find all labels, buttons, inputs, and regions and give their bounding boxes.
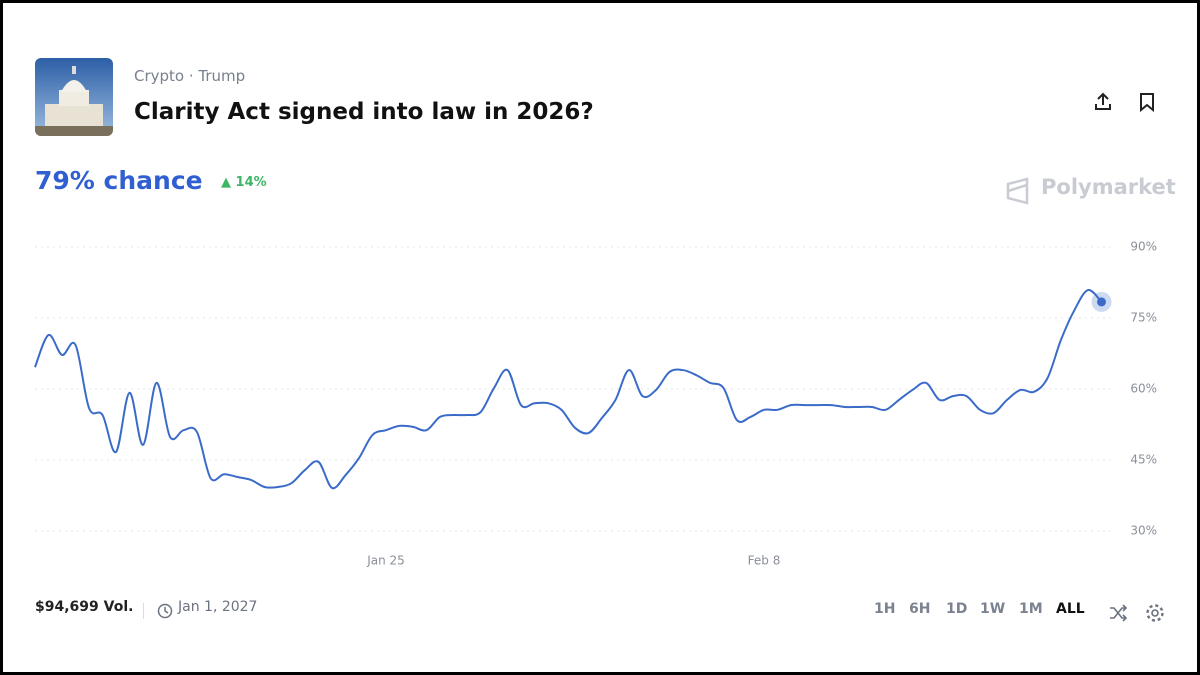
change-value: 14%: [235, 175, 267, 190]
last-point: [1097, 297, 1106, 307]
y-tick-label: 30%: [1130, 524, 1157, 538]
brand-logo: [1006, 177, 1029, 205]
capitol-picture: [35, 58, 113, 136]
price-line: [34, 289, 1103, 490]
range-button[interactable]: 1W: [980, 601, 1006, 617]
tag[interactable]: Trump: [198, 67, 246, 85]
change: ▲ 14%: [221, 175, 267, 190]
brand: Polymarket: [1041, 175, 1176, 199]
x-tick-label: Jan 25: [366, 554, 405, 568]
share-icon[interactable]: [1091, 90, 1115, 114]
clock-icon: [157, 603, 173, 619]
divider: [143, 603, 144, 619]
x-tick-label: Feb 8: [748, 554, 781, 568]
shuffle-icon[interactable]: [1107, 602, 1129, 624]
market-title: Clarity Act signed into law in 2026?: [134, 99, 594, 125]
tags: Crypto · Trump: [134, 67, 246, 85]
range-button[interactable]: 6H: [909, 601, 931, 617]
chance: 79% chance: [35, 166, 203, 195]
y-tick-label: 60%: [1130, 382, 1157, 396]
y-tick-label: 90%: [1130, 240, 1157, 254]
settings-icon[interactable]: [1144, 602, 1166, 624]
volume: $94,699 Vol.: [35, 599, 134, 615]
end-date: Jan 1, 2027: [178, 599, 258, 615]
tag[interactable]: Crypto: [134, 67, 185, 85]
range-button[interactable]: ALL: [1056, 601, 1085, 617]
y-tick-label: 45%: [1130, 453, 1157, 467]
range-button[interactable]: 1H: [874, 601, 896, 617]
range-button[interactable]: 1M: [1019, 601, 1043, 617]
bookmark-icon[interactable]: [1135, 90, 1159, 114]
market-image: [35, 58, 113, 136]
y-tick-label: 75%: [1130, 311, 1157, 325]
range-button[interactable]: 1D: [946, 601, 968, 617]
